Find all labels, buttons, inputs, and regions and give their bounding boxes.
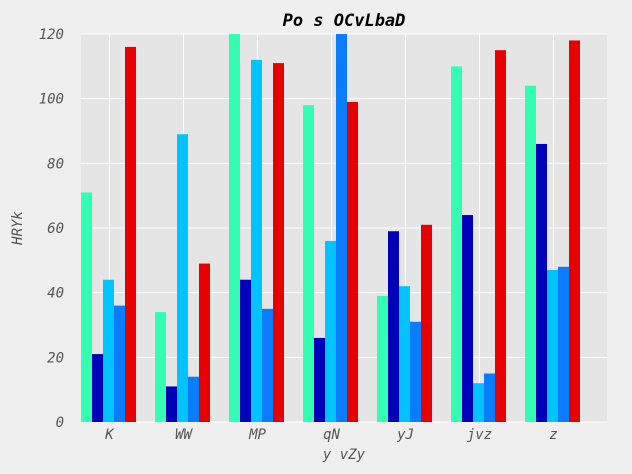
bar-s2-MP: [251, 59, 262, 422]
x-tick-label: jvz: [467, 427, 492, 443]
bar-s1-qN: [314, 337, 325, 422]
x-tick-labels: K WW MP qN yJ jvz z: [104, 427, 557, 443]
x-tick-label: qN: [323, 427, 340, 443]
bar-s4-yJ: [421, 224, 432, 422]
x-tick-label: yJ: [396, 427, 414, 443]
y-axis-label: HRYk: [10, 211, 26, 246]
bar-s2-z: [547, 270, 558, 422]
bar-s0-jvz: [451, 66, 462, 422]
x-tick-label: MP: [248, 427, 266, 443]
x-tick-label: K: [104, 427, 115, 443]
bar-s2-K: [103, 279, 114, 422]
bar-s4-qN: [347, 101, 358, 423]
bar-s0-qN: [303, 105, 314, 422]
bar-s3-z: [558, 266, 569, 422]
chart-title: Po s OCvLbaD: [283, 11, 406, 31]
bar-s2-yJ: [399, 286, 410, 422]
y-tick-label: 80: [47, 156, 64, 172]
x-axis-label: y vZy: [322, 447, 366, 463]
bar-s3-jvz: [484, 373, 495, 422]
bars: [81, 34, 580, 423]
bar-s1-yJ: [388, 231, 399, 422]
bar-s2-jvz: [473, 383, 484, 422]
bar-s1-MP: [240, 279, 251, 422]
bar-s3-yJ: [410, 321, 421, 422]
bar-s1-z: [536, 143, 547, 422]
bar-s4-z: [569, 40, 580, 422]
bar-s0-z: [525, 85, 536, 422]
x-tick-label: WW: [175, 427, 193, 443]
bar-s4-K: [125, 46, 136, 422]
bar-s2-WW: [177, 134, 188, 422]
y-tick-label: 20: [47, 350, 64, 366]
bar-s4-jvz: [495, 50, 506, 423]
bar-s0-WW: [155, 312, 166, 422]
bar-s0-MP: [229, 34, 240, 422]
bar-s2-qN: [325, 240, 336, 422]
bar-s3-K: [114, 305, 125, 422]
x-tick-label: z: [549, 427, 557, 443]
bar-s4-MP: [273, 63, 284, 422]
y-tick-label: 40: [47, 286, 64, 302]
bar-s1-K: [92, 354, 103, 422]
y-tick-label: 100: [39, 92, 64, 108]
bar-s0-K: [81, 192, 92, 422]
bar-s4-WW: [199, 263, 210, 422]
y-tick-label: 120: [39, 27, 64, 43]
y-tick-label: 0: [56, 415, 64, 431]
bar-s1-WW: [166, 386, 177, 422]
bar-s3-qN: [336, 34, 347, 422]
bar-s3-WW: [188, 376, 199, 422]
bar-s0-yJ: [377, 295, 388, 422]
bar-s3-MP: [262, 308, 273, 422]
bar-s1-jvz: [462, 215, 473, 422]
y-tick-labels: 0 20 40 60 80 100 120: [39, 27, 64, 431]
y-tick-label: 60: [47, 221, 64, 237]
